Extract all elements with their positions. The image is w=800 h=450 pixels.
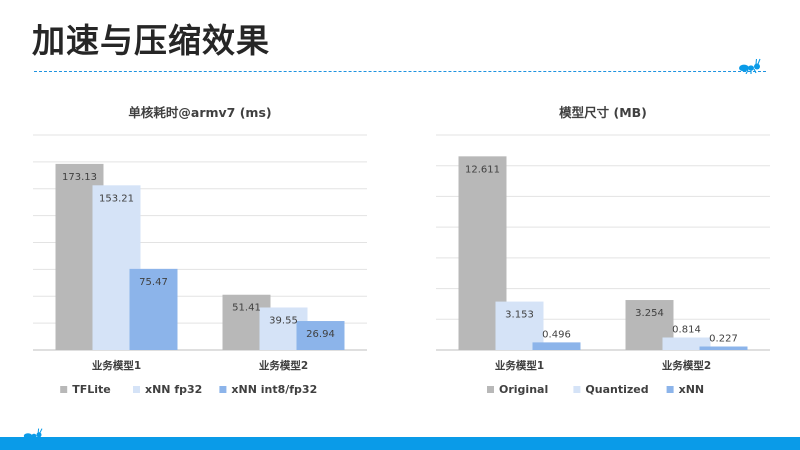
legend-label: xNN fp32 — [145, 383, 202, 396]
slide-title: 加速与压缩效果 — [32, 21, 270, 60]
data-label: 12.611 — [465, 164, 500, 175]
data-label: 0.227 — [709, 334, 738, 345]
data-label: 153.21 — [99, 193, 134, 204]
legend-swatch — [133, 386, 140, 393]
bar — [699, 346, 748, 350]
chart-title: 单核耗时@armv7 (ms) — [128, 105, 271, 120]
bar — [532, 342, 581, 350]
data-label: 26.94 — [306, 329, 335, 340]
data-label: 39.55 — [269, 315, 298, 326]
legend-swatch — [60, 386, 68, 393]
bar — [495, 301, 544, 350]
legend-label: xNN — [679, 383, 705, 396]
legend-label: Quantized — [585, 383, 648, 396]
legend-label: xNN int8/fp32 — [231, 383, 317, 396]
bar — [662, 337, 711, 350]
data-label: 0.496 — [542, 329, 571, 340]
ant-icon — [739, 58, 761, 74]
legend-label: TFLite — [72, 383, 111, 396]
data-label: 3.254 — [635, 308, 664, 319]
chart-title: 模型尺寸 (MB) — [559, 105, 647, 120]
chart-model-size: 模型尺寸 (MB) 12.611 3.153 0.496 业务模型1 3.254 0.814… — [428, 95, 778, 410]
category-label: 业务模型1 — [92, 359, 141, 372]
data-label: 0.814 — [672, 324, 701, 335]
category-label: 业务模型2 — [259, 359, 308, 372]
bar — [296, 321, 345, 350]
chart-latency: 单核耗时@armv7 (ms) 173.13 153.21 75.47 业务模型1 51.… — [25, 95, 375, 410]
legend-label: Original — [499, 383, 548, 396]
data-label: 173.13 — [62, 172, 97, 183]
data-label: 51.41 — [232, 303, 261, 314]
bar — [129, 268, 178, 350]
legend-swatch — [219, 386, 227, 393]
title-divider — [34, 71, 766, 72]
footer-bar — [0, 437, 800, 450]
category-label: 业务模型2 — [662, 359, 711, 372]
data-label: 3.153 — [505, 310, 534, 321]
chart-svg: 模型尺寸 (MB) 12.611 3.153 0.496 业务模型1 3.254 0.814… — [436, 105, 770, 396]
data-label: 75.47 — [139, 277, 168, 288]
category-label: 业务模型1 — [495, 359, 544, 372]
legend-swatch — [487, 386, 494, 393]
legend-swatch — [573, 386, 581, 393]
legend-swatch — [666, 386, 674, 393]
